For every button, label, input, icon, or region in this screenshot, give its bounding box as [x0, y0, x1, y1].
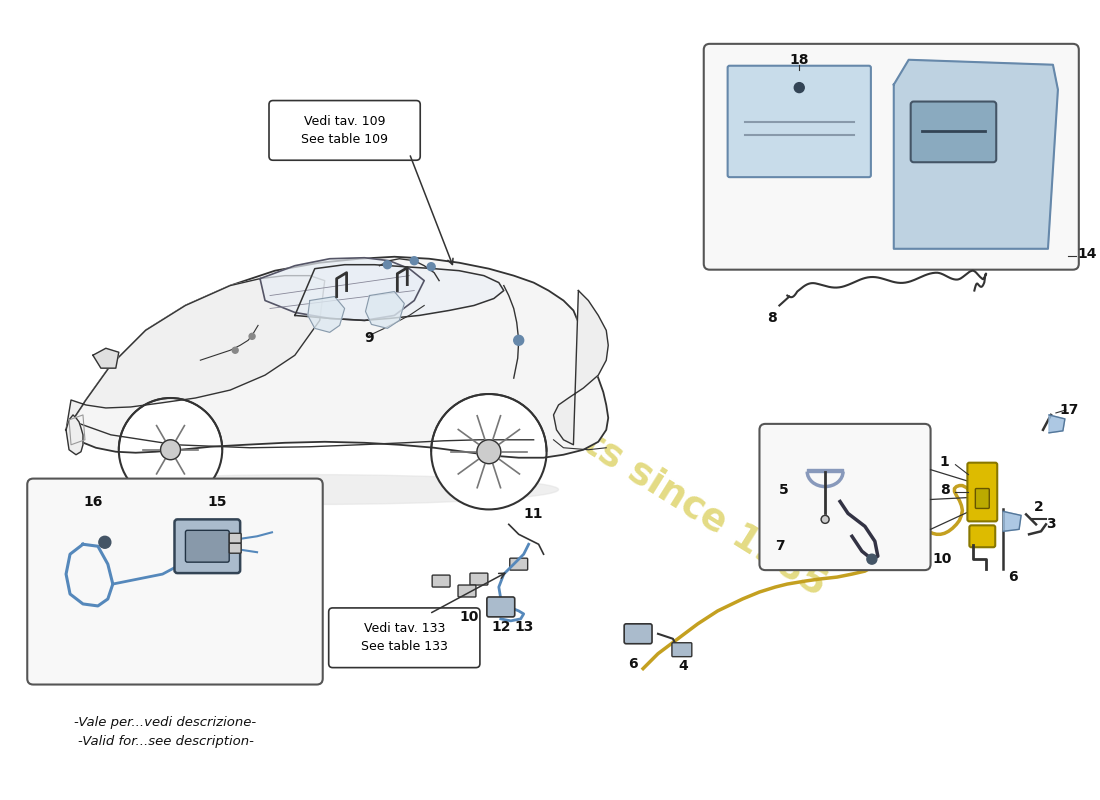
FancyBboxPatch shape: [509, 558, 528, 570]
Circle shape: [867, 554, 877, 564]
FancyBboxPatch shape: [487, 597, 515, 617]
Text: 15: 15: [208, 495, 227, 510]
Polygon shape: [1003, 511, 1021, 531]
Text: 6: 6: [628, 657, 638, 670]
Ellipse shape: [62, 474, 559, 505]
Circle shape: [794, 82, 804, 93]
Polygon shape: [295, 265, 504, 321]
Text: 14: 14: [1078, 246, 1098, 261]
FancyBboxPatch shape: [270, 101, 420, 160]
Polygon shape: [365, 291, 405, 328]
FancyBboxPatch shape: [458, 585, 476, 597]
Text: 10: 10: [460, 610, 478, 624]
Text: 17: 17: [1059, 403, 1078, 417]
Polygon shape: [308, 297, 344, 332]
Text: 5: 5: [779, 482, 789, 497]
Circle shape: [431, 394, 547, 510]
FancyBboxPatch shape: [976, 489, 989, 509]
Circle shape: [477, 440, 500, 464]
FancyBboxPatch shape: [28, 478, 322, 685]
Circle shape: [232, 347, 239, 354]
FancyBboxPatch shape: [432, 575, 450, 587]
Polygon shape: [553, 290, 608, 445]
Text: 7: 7: [776, 539, 785, 554]
FancyBboxPatch shape: [727, 66, 871, 177]
Polygon shape: [894, 60, 1058, 249]
FancyBboxPatch shape: [672, 642, 692, 657]
Circle shape: [161, 440, 180, 460]
Text: 11: 11: [524, 507, 543, 522]
Text: 12: 12: [491, 620, 510, 634]
FancyBboxPatch shape: [186, 530, 229, 562]
Text: Vedi tav. 109
See table 109: Vedi tav. 109 See table 109: [301, 115, 388, 146]
Circle shape: [384, 261, 392, 269]
Text: 13: 13: [514, 620, 534, 634]
Circle shape: [99, 536, 111, 548]
Text: 2: 2: [1034, 501, 1044, 514]
FancyBboxPatch shape: [704, 44, 1079, 270]
FancyBboxPatch shape: [329, 608, 480, 668]
Circle shape: [249, 334, 255, 339]
Text: 3: 3: [1046, 518, 1056, 531]
Polygon shape: [66, 257, 608, 458]
Text: 8: 8: [939, 482, 949, 497]
Text: 4: 4: [678, 658, 688, 673]
FancyBboxPatch shape: [229, 543, 241, 554]
Circle shape: [119, 398, 222, 502]
Circle shape: [410, 257, 418, 265]
FancyBboxPatch shape: [969, 526, 996, 547]
Polygon shape: [92, 348, 119, 368]
Text: 10: 10: [932, 552, 952, 566]
Text: 18: 18: [790, 53, 808, 66]
Text: 1: 1: [939, 454, 949, 469]
Text: 9: 9: [365, 331, 374, 346]
FancyBboxPatch shape: [911, 102, 997, 162]
Circle shape: [427, 262, 436, 270]
Text: 16: 16: [84, 495, 102, 510]
FancyBboxPatch shape: [470, 573, 488, 585]
Text: Vedi tav. 133
See table 133: Vedi tav. 133 See table 133: [361, 622, 448, 654]
Text: -Vale per...vedi descrizione-
-Valid for...see description-: -Vale per...vedi descrizione- -Valid for…: [75, 716, 256, 748]
FancyBboxPatch shape: [759, 424, 931, 570]
FancyBboxPatch shape: [229, 534, 241, 543]
Polygon shape: [1049, 415, 1065, 433]
Text: passion for parts since 1985: passion for parts since 1985: [305, 256, 833, 604]
FancyBboxPatch shape: [967, 462, 998, 522]
Circle shape: [514, 335, 524, 346]
Circle shape: [821, 515, 829, 523]
FancyBboxPatch shape: [624, 624, 652, 644]
FancyBboxPatch shape: [175, 519, 240, 573]
Polygon shape: [66, 276, 324, 430]
Polygon shape: [260, 258, 425, 321]
Polygon shape: [66, 415, 82, 454]
Text: 8: 8: [768, 311, 778, 326]
Text: 6: 6: [1009, 570, 1018, 584]
